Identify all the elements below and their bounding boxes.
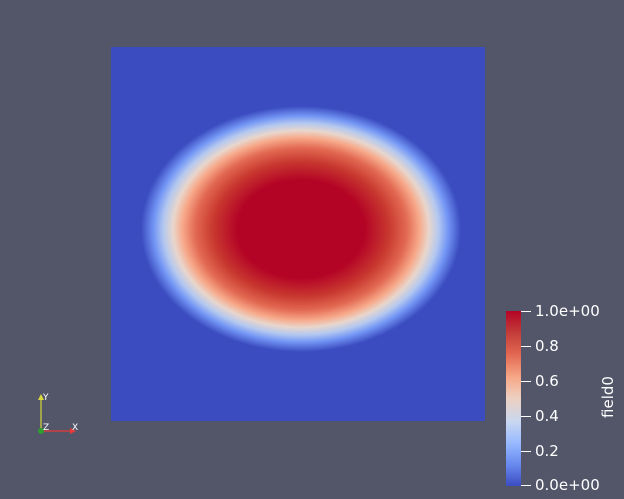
- colorbar-tick: [521, 346, 531, 347]
- x-axis-label: X: [72, 423, 78, 433]
- x-axis-arrow: [70, 428, 76, 434]
- z-axis-dot: [38, 428, 44, 434]
- dataset-render[interactable]: [111, 47, 485, 421]
- colorbar-tick-label: 0.6: [535, 372, 559, 390]
- colorbar-tick: [521, 381, 531, 382]
- colorbar-title: field0: [599, 376, 617, 418]
- colorbar-tick: [521, 416, 531, 417]
- colorbar-tick-label: 0.2: [535, 442, 559, 460]
- colorbar-tick: [521, 451, 531, 452]
- y-axis-arrow: [38, 394, 44, 400]
- colorbar-tick: [521, 485, 531, 486]
- colorbar-tick-label: 0.4: [535, 407, 559, 425]
- colorbar-tick-label: 0.0e+00: [535, 476, 600, 494]
- orientation-axes-gizmo: Y Z X: [38, 393, 78, 434]
- colorbar-tick-label: 0.8: [535, 337, 559, 355]
- y-axis-label: Y: [42, 393, 49, 403]
- colorbar-gradient: [506, 311, 521, 486]
- colorbar-tick-label: 1.0e+00: [535, 302, 600, 320]
- z-axis-label: Z: [43, 423, 49, 433]
- field-blob: [141, 106, 461, 352]
- colorbar-tick: [521, 311, 531, 312]
